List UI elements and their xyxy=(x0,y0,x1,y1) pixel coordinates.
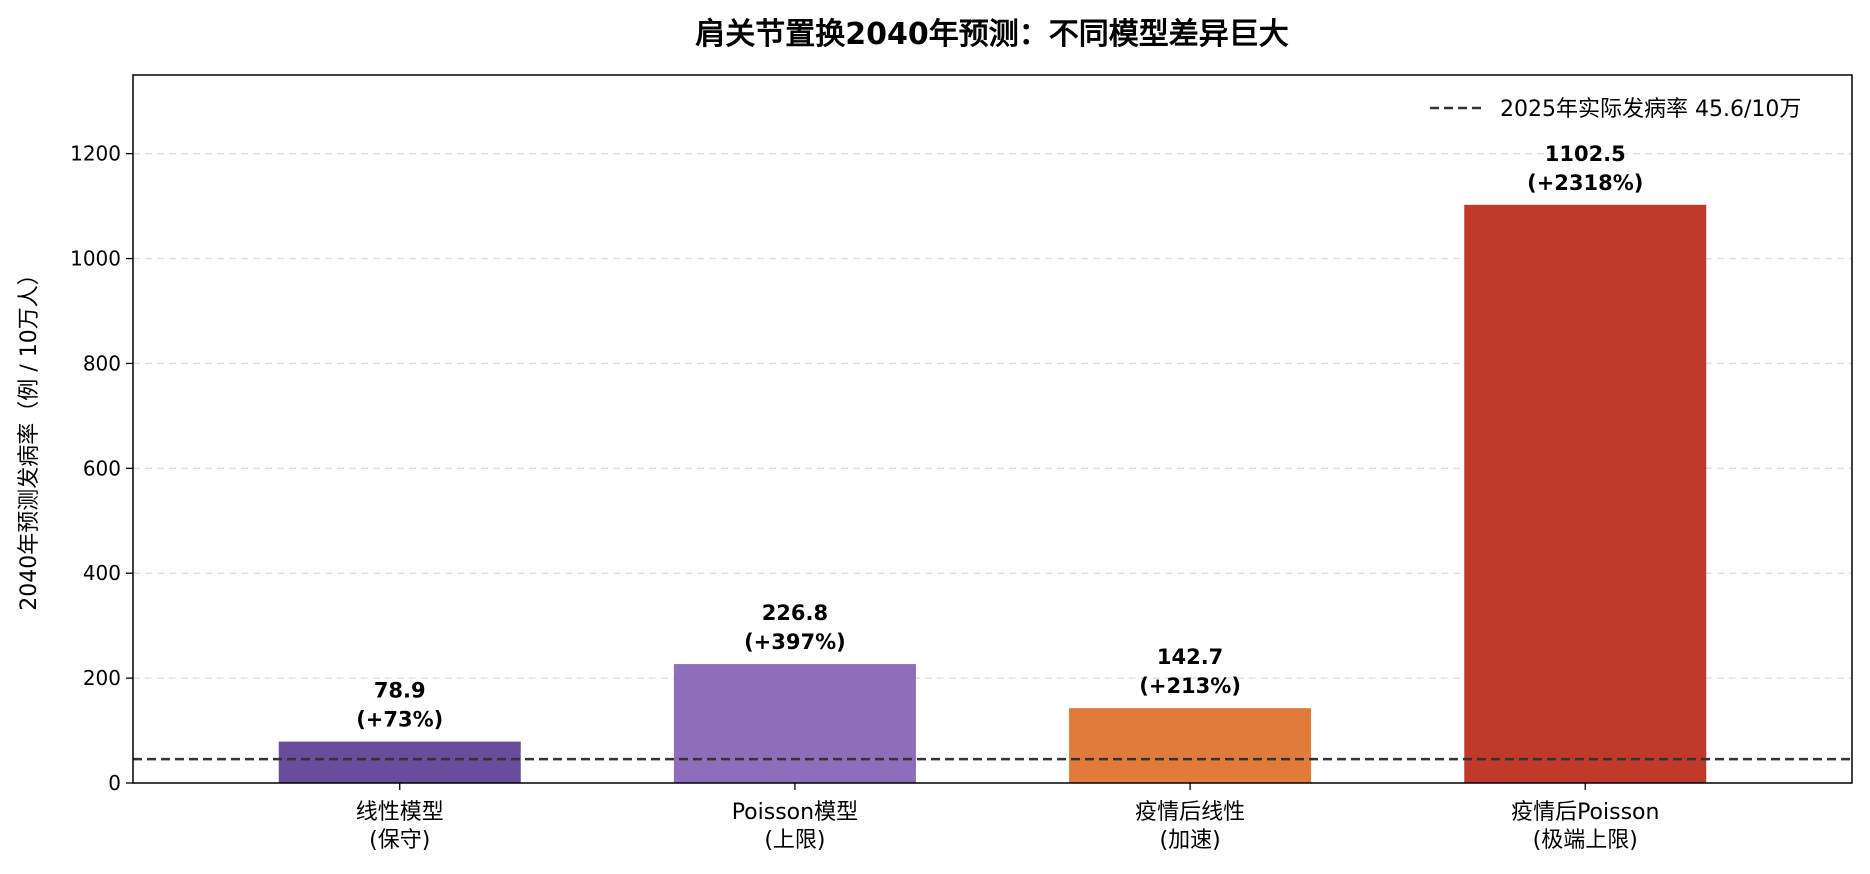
legend: 2025年实际发病率 45.6/10万 xyxy=(1430,97,1801,122)
data-label: 78.9 xyxy=(374,679,426,703)
data-label: 142.7 xyxy=(1157,645,1223,669)
data-label: 226.8 xyxy=(762,601,828,625)
x-tick-label: (加速) xyxy=(1160,828,1221,853)
x-tick-label: (极端上限) xyxy=(1533,828,1638,853)
x-tick-label: 疫情后线性 xyxy=(1135,800,1245,825)
legend-reference-label: 2025年实际发病率 45.6/10万 xyxy=(1500,97,1801,122)
data-label: (+73%) xyxy=(356,708,443,732)
y-axis: 0 200 400 600 800 1000 1200 xyxy=(70,142,133,795)
x-tick-label: Poisson模型 xyxy=(732,800,858,825)
plot-frame xyxy=(132,74,1853,784)
data-label: (+2318%) xyxy=(1527,171,1643,195)
bar xyxy=(278,741,521,783)
bar xyxy=(1069,708,1312,783)
y-tick-label: 400 xyxy=(83,561,121,585)
x-tick-label: (上限) xyxy=(764,828,825,853)
data-labels: 78.9 (+73%) 226.8 (+397%) 142.7 (+213%) 1102.5… xyxy=(356,142,1643,732)
data-label: (+397%) xyxy=(744,630,846,654)
bar xyxy=(673,664,916,783)
y-tick-label: 1000 xyxy=(70,247,121,271)
x-axis: 线性模型 (保守) Poisson模型 (上限) 疫情后线性 (加速) 疫情后Poisson… xyxy=(356,783,1659,853)
data-label: 1102.5 xyxy=(1545,142,1626,166)
y-tick-label: 0 xyxy=(108,771,121,795)
bars xyxy=(278,204,1707,784)
y-axis-title: 2040年预测发病率（例 / 10万人） xyxy=(17,263,42,610)
y-tick-label: 1200 xyxy=(70,142,121,166)
x-tick-label: 疫情后Poisson xyxy=(1511,800,1659,825)
x-tick-label: 线性模型 xyxy=(356,800,444,825)
y-tick-label: 600 xyxy=(83,456,121,480)
y-tick-label: 800 xyxy=(83,351,121,375)
data-label: (+213%) xyxy=(1139,674,1241,698)
bar xyxy=(1464,204,1707,784)
x-tick-label: (保守) xyxy=(369,828,430,853)
chart-title: 肩关节置换2040年预测：不同模型差异巨大 xyxy=(695,17,1289,52)
y-tick-label: 200 xyxy=(83,666,121,690)
